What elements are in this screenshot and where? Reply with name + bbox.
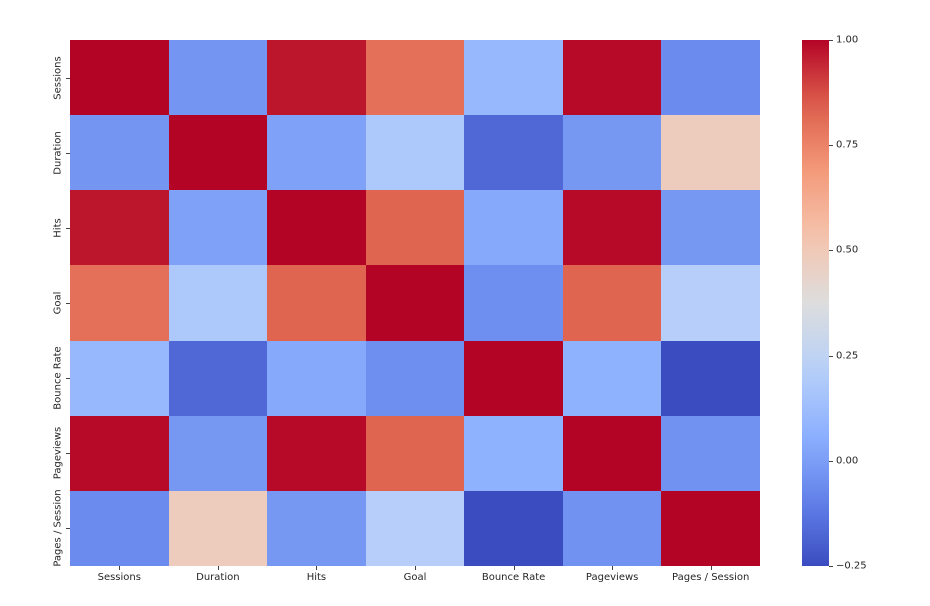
y-tick-label: Hits	[52, 218, 64, 238]
y-tick-label: Duration	[52, 130, 64, 175]
heatmap-cell	[365, 415, 465, 491]
heatmap-cell	[267, 415, 366, 491]
colorbar-tick	[829, 145, 833, 147]
x-tick-label: Bounce Rate	[481, 572, 546, 583]
colorbar-tick-label: 1.00	[836, 34, 859, 46]
heatmap-cell	[464, 40, 563, 116]
heatmap-cell	[464, 340, 563, 416]
y-tick	[66, 378, 70, 380]
heatmap-cell	[562, 265, 662, 341]
heatmap-cell	[70, 265, 169, 341]
heatmap-cell	[464, 115, 563, 191]
heatmap-cell	[168, 490, 268, 566]
y-tick	[66, 528, 70, 530]
x-tick	[513, 566, 515, 570]
heatmap-cell	[464, 265, 563, 341]
heatmap-cell	[661, 340, 760, 416]
y-tick	[66, 227, 70, 229]
y-tick-label: Pages / Session	[52, 489, 64, 568]
heatmap-cell	[70, 490, 169, 566]
y-tick	[66, 303, 70, 304]
x-tick	[415, 566, 416, 570]
heatmap-cell	[365, 490, 465, 566]
heatmap-cell	[562, 115, 662, 191]
heatmap-cell	[267, 490, 366, 566]
heatmap-cell	[365, 340, 465, 416]
heatmap-cell	[464, 490, 563, 566]
heatmap-cell	[661, 115, 760, 191]
heatmap-cell	[70, 190, 169, 266]
colorbar-tick-label: 0.00	[836, 455, 859, 467]
heatmap-cell	[267, 40, 366, 116]
x-tick-label: Sessions	[97, 572, 141, 583]
heatmap-cell	[562, 40, 662, 116]
heatmap-cell	[661, 265, 760, 341]
colorbar-tick-label: 0.25	[836, 350, 859, 362]
heatmap-cell	[661, 415, 760, 491]
colorbar-tick	[829, 250, 833, 252]
heatmap-cell	[267, 340, 366, 416]
y-tick-label: Pageviews	[52, 427, 64, 480]
heatmap-plot-area	[70, 40, 760, 566]
colorbar-tick	[829, 566, 833, 567]
x-tick-label: Pages / Session	[672, 572, 750, 583]
heatmap-cell	[661, 40, 760, 116]
y-tick	[66, 152, 70, 154]
heatmap-cell	[168, 265, 268, 341]
heatmap-cell	[70, 340, 169, 416]
heatmap-cell	[365, 40, 465, 116]
heatmap-cell	[168, 340, 268, 416]
heatmap-cell	[464, 190, 563, 266]
heatmap-cell	[70, 40, 169, 116]
colorbar-tick-label: 0.50	[836, 244, 859, 256]
colorbar-tick	[829, 460, 833, 462]
x-tick-label: Duration	[196, 572, 240, 583]
x-tick-label: Hits	[306, 572, 327, 583]
heatmap-cell	[365, 190, 465, 266]
heatmap-cell	[168, 115, 268, 191]
heatmap-cell	[562, 490, 662, 566]
heatmap-cell	[562, 415, 662, 491]
heatmap-cell	[168, 415, 268, 491]
y-tick	[66, 453, 70, 455]
colorbar	[802, 40, 829, 566]
x-tick	[612, 566, 614, 570]
heatmap-cell	[562, 190, 662, 266]
x-tick	[217, 566, 219, 570]
x-tick	[119, 566, 121, 570]
heatmap-cell	[661, 490, 760, 566]
colorbar-tick	[829, 40, 833, 41]
x-tick-label: Goal	[403, 572, 427, 583]
colorbar-tick-label: −0.25	[836, 560, 867, 572]
heatmap-cell	[70, 415, 169, 491]
heatmap-cell	[464, 415, 563, 491]
heatmap-cell	[168, 190, 268, 266]
y-tick-label: Goal	[52, 291, 64, 315]
y-tick-label: Sessions	[52, 55, 64, 100]
y-tick	[66, 77, 70, 79]
heatmap-cell	[562, 340, 662, 416]
heatmap-cell	[365, 115, 465, 191]
x-tick	[710, 566, 712, 570]
colorbar-tick	[829, 355, 833, 357]
y-tick-label: Bounce Rate	[52, 346, 64, 410]
heatmap-cell	[267, 190, 366, 266]
heatmap-cell	[661, 190, 760, 266]
heatmap-cell	[365, 265, 465, 341]
x-tick-label: Pageviews	[585, 572, 639, 583]
heatmap-cell	[267, 115, 366, 191]
x-tick	[316, 566, 318, 570]
heatmap-cell	[168, 40, 268, 116]
heatmap-cell	[70, 115, 169, 191]
heatmap-grid	[70, 40, 760, 566]
heatmap-cell	[267, 265, 366, 341]
colorbar-tick-label: 0.75	[836, 139, 859, 151]
